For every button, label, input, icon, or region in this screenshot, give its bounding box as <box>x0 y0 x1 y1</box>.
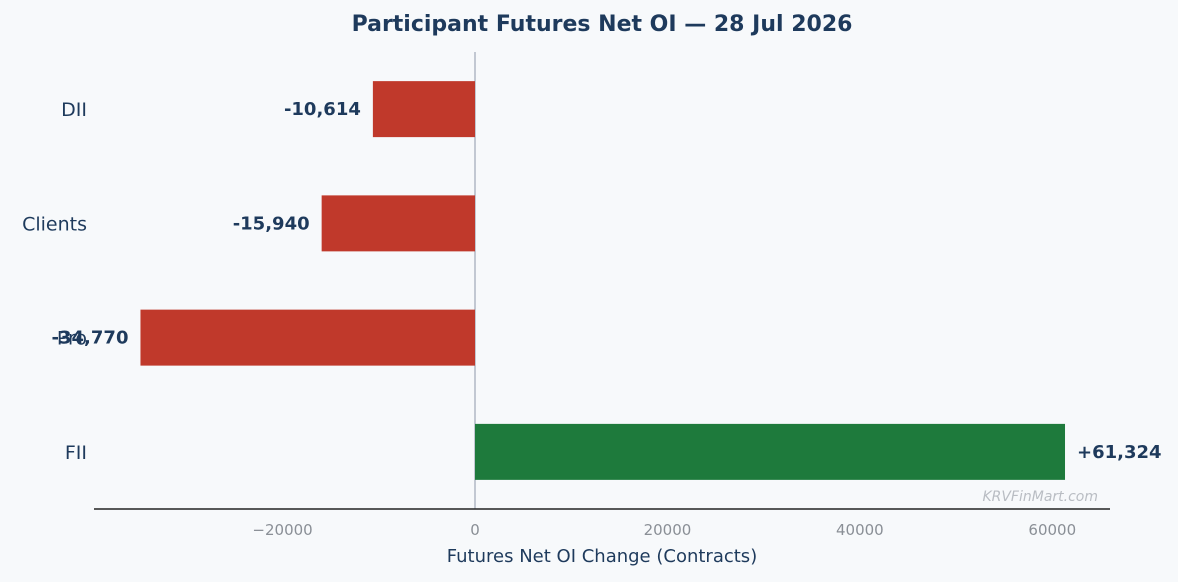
data-labels-group: +61,324 -34,770 -15,940 -10,614 <box>52 99 1162 463</box>
data-label-clients: -15,940 <box>233 213 310 234</box>
data-label-pro: -34,770 <box>52 328 129 349</box>
x-tick-label: 20000 <box>644 521 692 539</box>
data-label-dii: -10,614 <box>284 99 361 120</box>
category-label-pro: Pro <box>57 328 87 350</box>
x-tick-label: 60000 <box>1028 521 1076 539</box>
bar-dii <box>372 81 475 138</box>
bars-group <box>140 81 1066 480</box>
category-labels-group: FII Pro Clients DII <box>22 99 87 464</box>
bar-pro <box>140 309 475 366</box>
chart-title: Participant Futures Net OI — 28 Jul 2026 <box>352 12 853 37</box>
category-label-fii: FII <box>65 442 87 464</box>
category-label-clients: Clients <box>22 213 87 235</box>
x-tick-label: 0 <box>470 521 480 539</box>
x-tick-label: 40000 <box>836 521 884 539</box>
x-axis-label: Futures Net OI Change (Contracts) <box>447 546 757 567</box>
data-label-fii: +61,324 <box>1077 442 1162 463</box>
bar-clients <box>321 195 475 252</box>
category-label-dii: DII <box>61 99 87 121</box>
watermark: KRVFinMart.com <box>982 489 1098 505</box>
x-tick-label: −20000 <box>252 521 312 539</box>
bar-fii <box>475 423 1066 480</box>
x-ticks-group: −20000 0 20000 40000 60000 <box>252 521 1076 539</box>
